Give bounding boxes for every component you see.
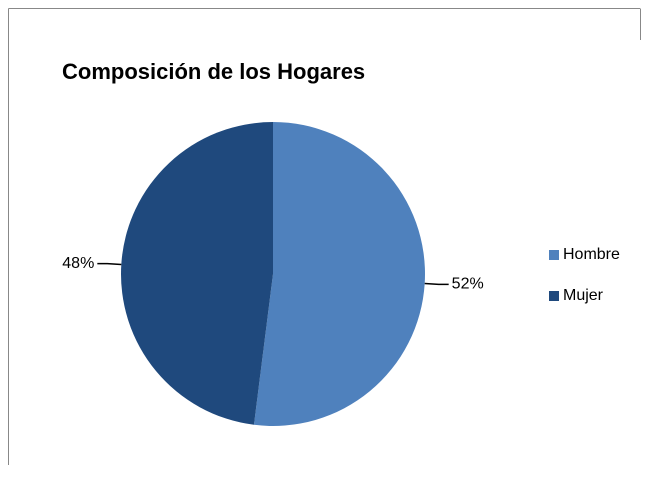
pie-slice — [121, 122, 273, 425]
legend-label: Mujer — [563, 287, 604, 304]
data-label: 48% — [62, 255, 94, 272]
legend-label: Hombre — [563, 246, 620, 263]
chart-title: Composición de los Hogares — [62, 59, 365, 84]
legend-swatch — [549, 291, 559, 301]
leader-line — [97, 262, 122, 266]
leader-line — [424, 282, 449, 286]
legend-swatch — [549, 250, 559, 260]
data-label: 52% — [452, 276, 484, 293]
pie-slice — [253, 122, 426, 427]
